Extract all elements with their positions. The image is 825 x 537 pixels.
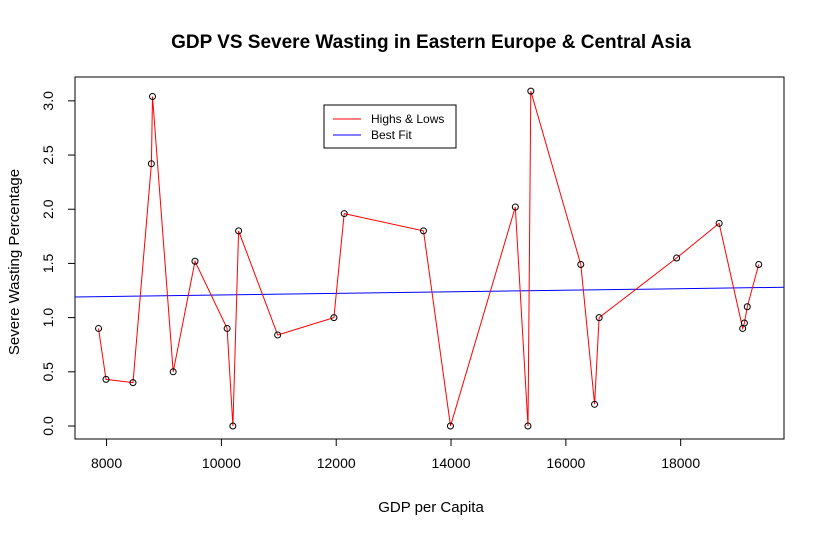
- data-point: [191, 257, 199, 265]
- y-tick-label: 2.5: [40, 145, 56, 165]
- data-point: [595, 314, 603, 322]
- data-point: [149, 93, 157, 101]
- y-tick-label: 1.0: [40, 308, 56, 328]
- data-point: [102, 375, 110, 383]
- data-point: [419, 227, 427, 235]
- data-point: [95, 324, 103, 332]
- data-point: [340, 210, 348, 218]
- series-layer: [74, 87, 785, 430]
- highs-lows-line: [98, 90, 760, 427]
- y-tick-label: 2.0: [40, 199, 56, 219]
- x-tick-label: 12000: [317, 455, 356, 471]
- chart-title: GDP VS Severe Wasting in Eastern Europe …: [171, 32, 691, 53]
- data-point: [577, 261, 585, 269]
- y-tick-label: 0.0: [40, 416, 56, 436]
- y-axis-label: Severe Wasting Percentage: [6, 169, 23, 355]
- x-axis: 8000 10000 12000 14000 16000 18000: [91, 439, 700, 471]
- legend: Highs & Lows Best Fit: [323, 104, 457, 149]
- data-point: [274, 331, 282, 339]
- legend-label-best-fit: Best Fit: [371, 128, 412, 142]
- data-point: [511, 203, 519, 211]
- y-tick-label: 1.5: [40, 253, 56, 273]
- data-point: [673, 254, 681, 262]
- data-point: [740, 319, 748, 327]
- data-point: [147, 160, 155, 168]
- x-axis-label: GDP per Capita: [378, 499, 484, 516]
- legend-label-highs-lows: Highs & Lows: [371, 112, 444, 126]
- x-tick-label: 16000: [546, 455, 585, 471]
- data-point: [591, 400, 599, 408]
- data-point: [715, 219, 723, 227]
- x-tick-label: 18000: [661, 455, 700, 471]
- data-point: [223, 324, 231, 332]
- best-fit-line: [74, 286, 785, 298]
- x-tick-label: 14000: [432, 455, 471, 471]
- data-point: [330, 314, 338, 322]
- y-axis: 0.0 0.5 1.0 1.5 2.0 2.5 3.0: [40, 91, 75, 436]
- data-point: [743, 303, 751, 311]
- data-point: [524, 422, 532, 430]
- x-tick-label: 8000: [91, 455, 122, 471]
- plot-frame: [74, 76, 785, 440]
- data-point: [169, 368, 177, 376]
- data-point: [229, 422, 237, 430]
- data-point: [235, 227, 243, 235]
- data-point: [527, 87, 535, 95]
- data-point: [446, 422, 454, 430]
- y-tick-label: 3.0: [40, 91, 56, 111]
- legend-box: [323, 104, 457, 149]
- data-point: [755, 261, 763, 269]
- data-point: [129, 379, 137, 387]
- y-tick-label: 0.5: [40, 362, 56, 382]
- x-tick-label: 10000: [202, 455, 241, 471]
